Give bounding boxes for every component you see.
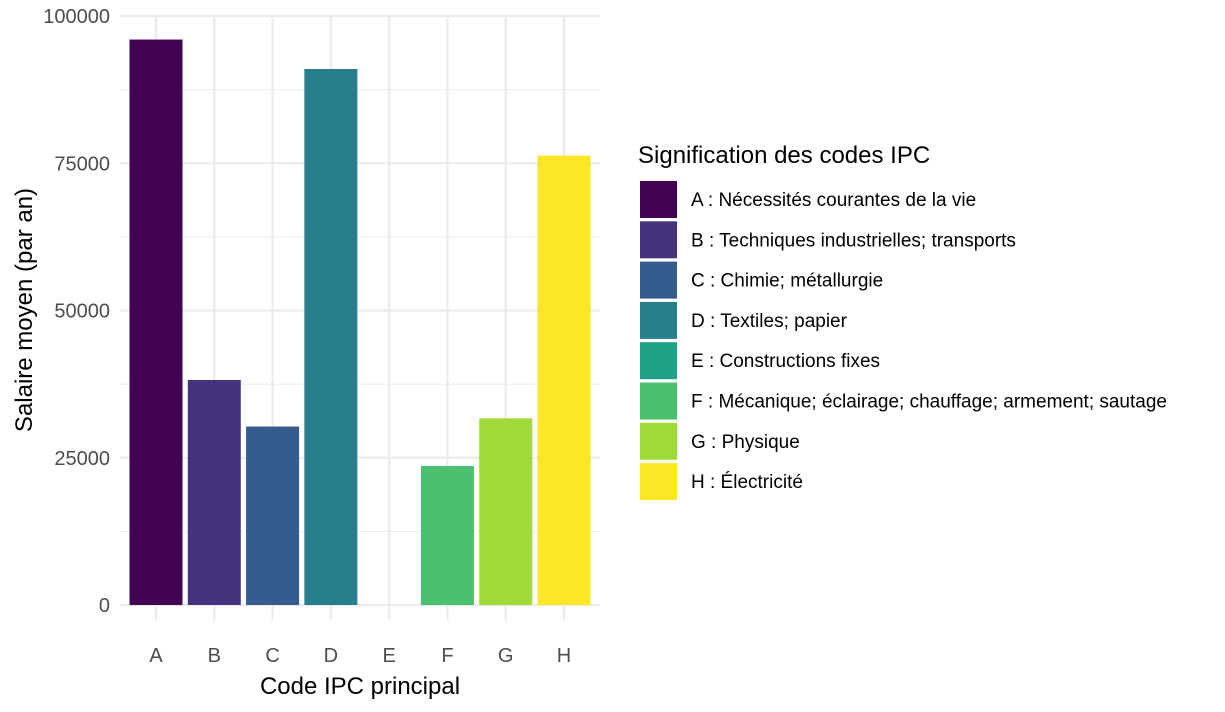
bar-h <box>537 155 591 605</box>
legend-swatch <box>640 422 677 460</box>
bar-g <box>479 418 533 605</box>
legend-swatch <box>640 382 677 420</box>
legend-label: A : Nécessités courantes de la vie <box>691 190 976 211</box>
y-tick-label: 50000 <box>54 301 110 323</box>
x-tick-label: B <box>208 645 221 667</box>
y-tick-label: 0 <box>99 595 110 617</box>
x-tick-label: F <box>441 645 453 667</box>
legend-label: D : Textiles; papier <box>691 311 848 332</box>
x-tick-label: A <box>149 645 163 667</box>
y-axis-title: Salaire moyen (par an) <box>11 188 38 432</box>
bar-a <box>129 39 183 606</box>
x-tick-label: H <box>557 645 571 667</box>
legend-label: G : Physique <box>691 432 800 453</box>
bar-c <box>246 426 300 605</box>
y-tick-labels: 0 25000 50000 75000 100000 <box>43 6 110 617</box>
x-tick-label: C <box>265 645 279 667</box>
x-tick-label: G <box>498 645 514 667</box>
legend-label: H : Électricité <box>691 472 803 493</box>
y-tick-label: 100000 <box>43 6 110 28</box>
y-tick-label: 75000 <box>54 153 110 175</box>
x-tick-label: E <box>382 645 395 667</box>
legend-swatch <box>640 301 677 339</box>
bars <box>129 39 591 606</box>
x-axis-title: Code IPC principal <box>260 673 460 700</box>
legend-swatch <box>640 261 677 299</box>
legend: Signification des codes IPC A : Nécessit… <box>638 142 1167 501</box>
y-tick-label: 25000 <box>54 448 110 470</box>
legend-label: C : Chimie; métallurgie <box>691 271 883 292</box>
bar-b <box>187 380 241 605</box>
legend-swatch <box>640 342 677 380</box>
bar-d <box>304 69 358 605</box>
legend-label: B : Techniques industrielles; transports <box>691 230 1016 251</box>
legend-swatch <box>640 463 677 501</box>
legend-label: E : Constructions fixes <box>691 351 880 372</box>
legend-title: Signification des codes IPC <box>638 142 930 169</box>
legend-label: F : Mécanique; éclairage; chauffage; arm… <box>691 392 1167 413</box>
legend-swatch <box>640 181 677 218</box>
x-tick-labels: A B C D E F G H <box>149 645 571 667</box>
legend-items: A : Nécessités courantes de la vie B : Te… <box>640 181 1167 501</box>
legend-swatch <box>640 221 677 259</box>
bar-f <box>420 465 474 605</box>
x-tick-label: D <box>324 645 338 667</box>
